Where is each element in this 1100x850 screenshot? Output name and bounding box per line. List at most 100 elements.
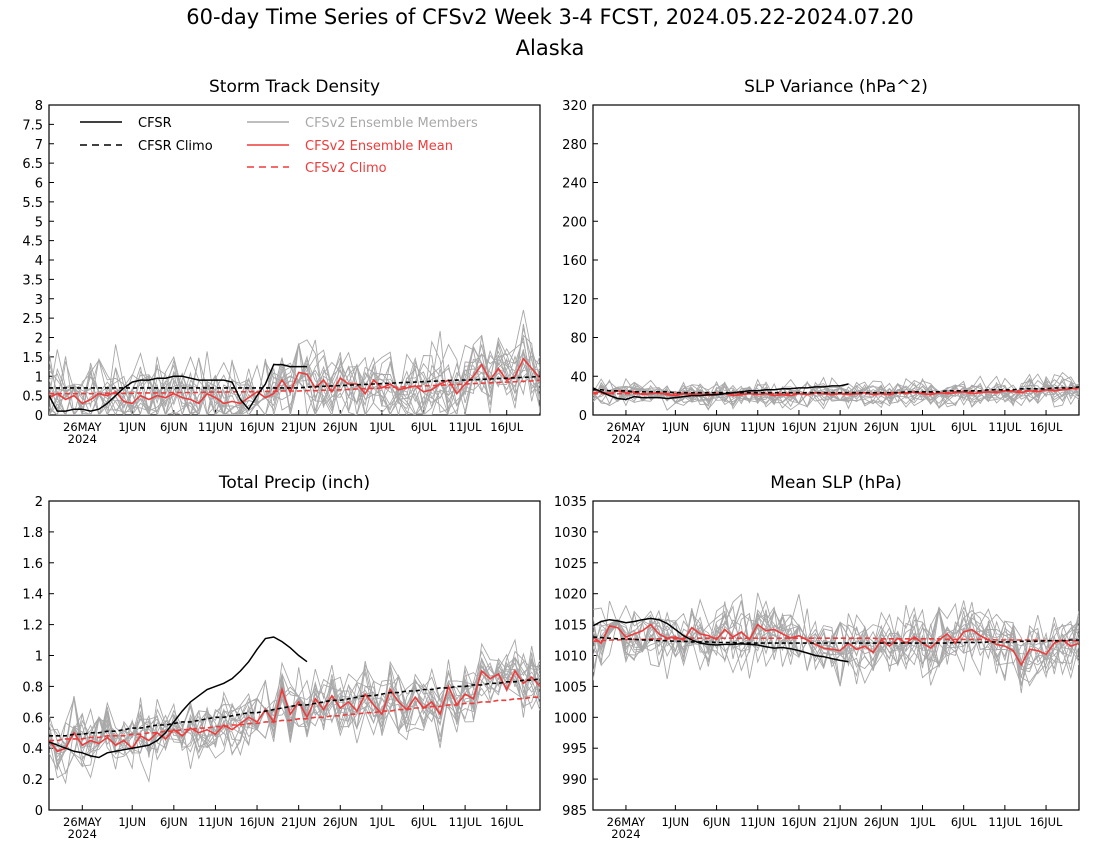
x-tick-label: 16JUN (781, 815, 816, 829)
y-tick-label: 1000 (554, 711, 587, 726)
chart-panel-3 (592, 500, 1080, 811)
series-group (593, 592, 1079, 694)
x-tick-label: 6JUN (703, 420, 731, 434)
panel-title: Total Precip (inch) (218, 473, 370, 493)
series-line-cfsr (593, 617, 849, 663)
y-tick-label: 1.2 (22, 619, 43, 634)
y-tick-label: 1.8 (22, 526, 43, 541)
y-tick-label: 40 (570, 370, 587, 385)
figure-title: 60-day Time Series of CFSv2 Week 3-4 FCS… (186, 5, 914, 29)
x-tick-label: 16JUN (240, 815, 275, 829)
series-line-cfsv2-climo (49, 379, 540, 395)
y-tick-label: 0 (35, 409, 43, 424)
y-tick-label: 240 (562, 177, 587, 192)
x-tick-label: 11JUL (449, 815, 482, 829)
x-tick-label: 16JUL (1030, 420, 1063, 434)
y-tick-label: 1025 (554, 557, 587, 572)
x-tick-label: 16JUL (490, 420, 523, 434)
series-line-cfsv2-ensemble-mean (49, 669, 540, 753)
y-tick-label: 4.5 (22, 235, 43, 250)
ensemble-member-line (49, 349, 540, 415)
y-tick-label: 1005 (554, 680, 587, 695)
y-tick-label: 0.2 (22, 773, 43, 788)
x-tick-label: 1JUN (118, 420, 146, 434)
series-line-cfsr (49, 363, 307, 412)
y-tick-label: 160 (562, 254, 587, 269)
series-line-cfsr (49, 636, 308, 759)
y-tick-label: 120 (562, 293, 587, 308)
panel-title: SLP Variance (hPa^2) (744, 77, 928, 97)
chart-panel-2 (48, 500, 541, 811)
x-tick-label: 26JUN (864, 815, 899, 829)
series-line-cfsv2-ensemble-mean (49, 357, 540, 405)
y-tick-label: 985 (562, 804, 587, 819)
ensemble-member-line (49, 656, 540, 770)
y-tick-label: 2.5 (22, 312, 43, 327)
x-tick-label: 21JUN (823, 815, 858, 829)
y-tick-label: 3 (35, 293, 43, 308)
x-tick-label: 1JUN (662, 815, 690, 829)
x-tick-label: 26MAY (607, 420, 647, 434)
x-tick-label: 21JUN (281, 420, 316, 434)
x-tick-label: 1JUN (662, 420, 690, 434)
x-year-label: 2024 (68, 432, 97, 446)
x-tick-label: 26MAY (607, 815, 647, 829)
x-tick-label: 11JUL (449, 420, 482, 434)
ensemble-member-line (593, 600, 1079, 694)
x-tick-label: 26JUN (864, 420, 899, 434)
x-tick-label: 11JUN (740, 815, 775, 829)
series-line-cfsv2-climo (593, 637, 1079, 643)
series-group (49, 636, 540, 785)
y-tick-label: 4 (35, 254, 43, 269)
x-tick-label: 16JUN (781, 420, 816, 434)
chart-panel-0 (48, 104, 541, 416)
x-year-label: 2024 (68, 827, 97, 841)
y-tick-label: 2 (35, 495, 43, 510)
x-tick-label: 21JUN (823, 420, 858, 434)
x-tick-label: 26MAY (63, 420, 103, 434)
x-year-label: 2024 (611, 432, 640, 446)
ensemble-member-line (49, 327, 540, 415)
x-tick-label: 1JUL (910, 815, 936, 829)
y-tick-label: 1.4 (22, 588, 43, 603)
panel-title: Storm Track Density (209, 77, 380, 97)
legend-label: CFSv2 Ensemble Mean (305, 139, 453, 154)
ensemble-member-line (49, 343, 540, 415)
plot-frame (592, 104, 1080, 416)
y-tick-label: 280 (562, 138, 587, 153)
chart-panel-1 (592, 104, 1080, 416)
x-tick-label: 6JUL (411, 815, 437, 829)
panel-title: Mean SLP (hPa) (770, 473, 902, 493)
x-tick-label: 6JUN (160, 815, 188, 829)
x-year-label: 2024 (611, 827, 640, 841)
figure-subtitle: Alaska (515, 36, 585, 60)
x-tick-label: 11JUN (198, 815, 233, 829)
x-tick-label: 11JUL (988, 815, 1021, 829)
y-tick-label: 80 (570, 332, 587, 347)
plot-frame (48, 500, 541, 811)
y-tick-label: 3.5 (22, 273, 43, 288)
series-group (593, 371, 1079, 411)
ensemble-member-line (593, 608, 1079, 679)
y-tick-label: 995 (562, 742, 587, 757)
x-tick-label: 11JUL (988, 420, 1021, 434)
x-tick-label: 26MAY (63, 815, 103, 829)
y-tick-label: 0 (35, 804, 43, 819)
y-tick-label: 320 (562, 99, 587, 114)
y-tick-label: 7 (35, 138, 43, 153)
y-tick-label: 1015 (554, 619, 587, 634)
y-tick-label: 2 (35, 332, 43, 347)
ensemble-member-line (593, 593, 1079, 687)
x-tick-label: 6JUL (951, 420, 977, 434)
legend: CFSR CFSR Climo CFSv2 Ensemble Members CFSv… (80, 116, 478, 176)
x-tick-label: 16JUL (490, 815, 523, 829)
y-tick-label: 1020 (554, 588, 587, 603)
x-tick-label: 6JUN (703, 815, 731, 829)
x-tick-label: 6JUL (411, 420, 437, 434)
legend-label: CFSR Climo (138, 139, 213, 154)
series-line-cfsv2-ensemble-mean (593, 387, 1079, 397)
x-tick-label: 1JUL (369, 815, 395, 829)
x-tick-label: 6JUL (951, 815, 977, 829)
ensemble-member-line (49, 344, 540, 415)
